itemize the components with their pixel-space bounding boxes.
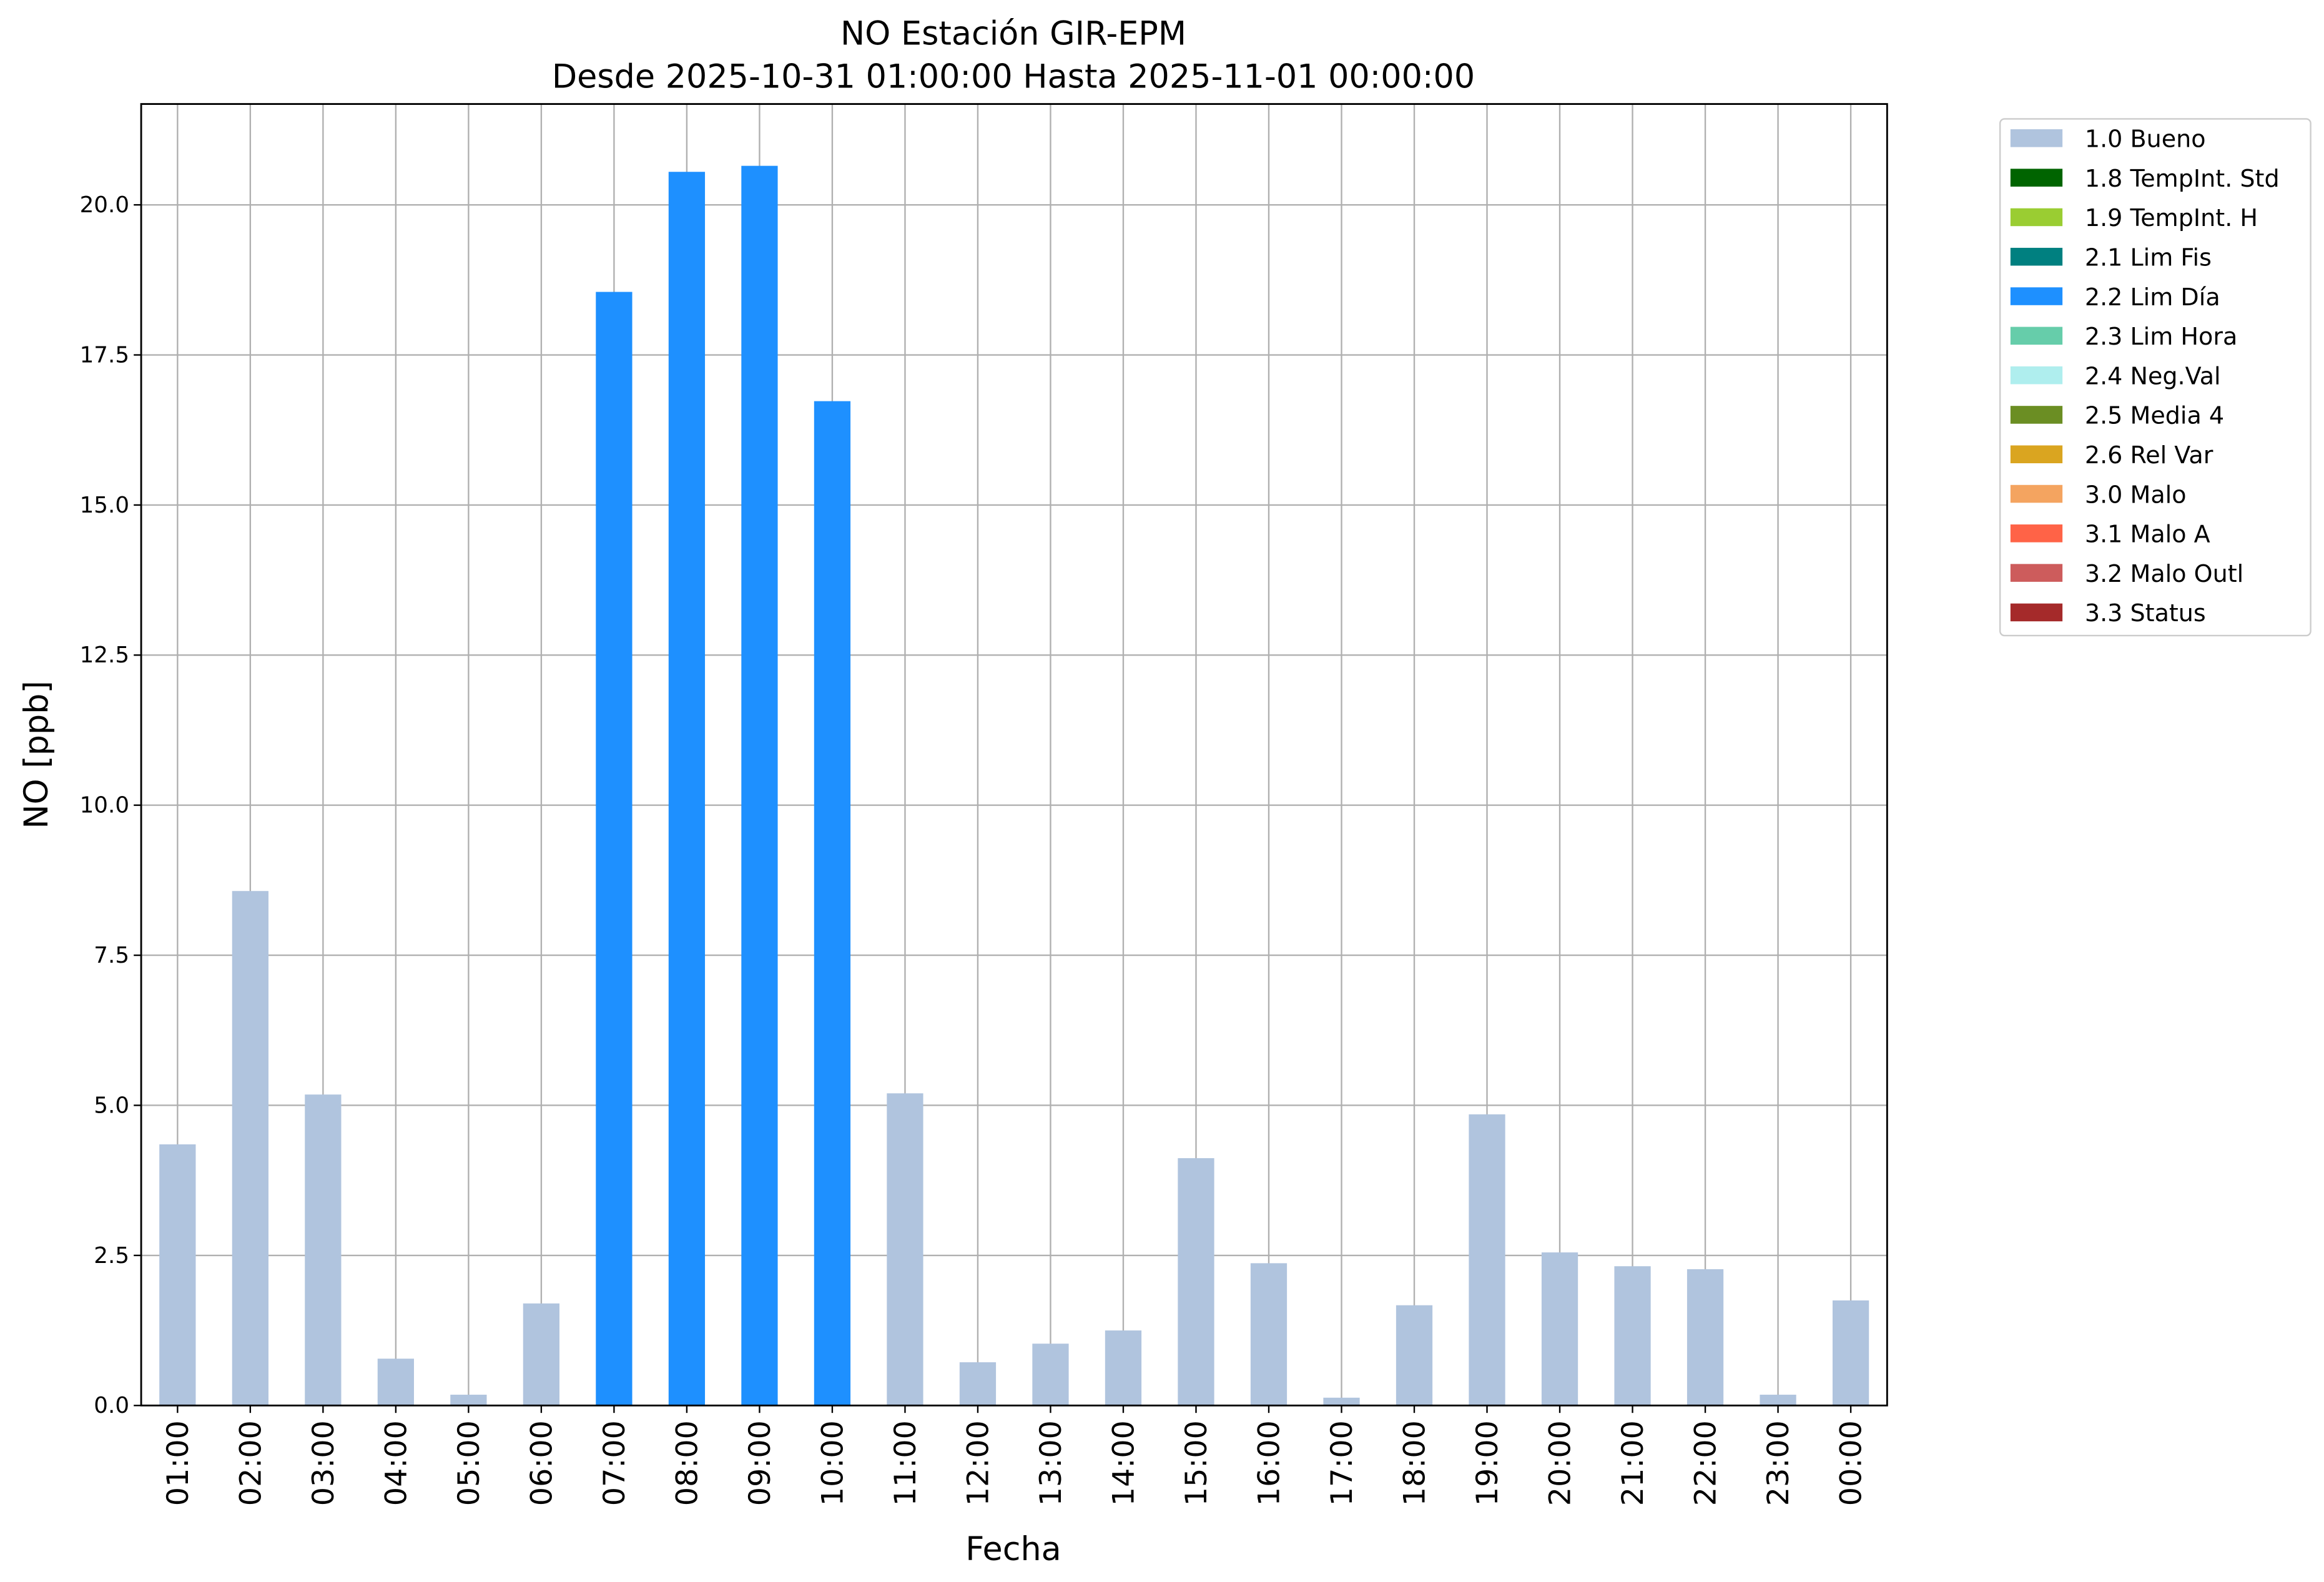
x-tick-label: 16:00	[1253, 1420, 1287, 1506]
x-tick-label: 07:00	[598, 1420, 632, 1506]
x-tick-label: 09:00	[743, 1420, 777, 1506]
chart-subtitle: Desde 2025-10-31 01:00:00 Hasta 2025-11-…	[552, 57, 1475, 96]
x-tick-label: 22:00	[1689, 1420, 1723, 1506]
x-tick-label: 00:00	[1834, 1420, 1869, 1506]
legend-label: 3.1 Malo A	[2085, 521, 2210, 548]
legend-box	[1999, 118, 2312, 637]
bar	[159, 1144, 196, 1406]
y-tick-label: 15.0	[80, 493, 129, 518]
x-tick-label: 23:00	[1761, 1420, 1796, 1506]
y-tick-label: 10.0	[80, 793, 129, 818]
bar	[1614, 1266, 1651, 1406]
bar	[1686, 1269, 1724, 1406]
x-tick-label: 14:00	[1107, 1420, 1141, 1506]
bar	[1832, 1300, 1869, 1406]
legend-label: 2.1 Lim Fis	[2085, 244, 2212, 272]
legend-swatch	[2010, 129, 2063, 147]
x-tick-label: 13:00	[1034, 1420, 1068, 1506]
bar	[596, 292, 633, 1406]
legend-label: 1.9 TempInt. H	[2085, 204, 2258, 232]
x-tick-label: 05:00	[452, 1420, 486, 1506]
x-tick-label: 21:00	[1616, 1420, 1650, 1506]
legend-swatch	[2010, 287, 2063, 305]
y-tick-label: 17.5	[80, 342, 129, 368]
legend-label: 2.6 Rel Var	[2085, 441, 2213, 469]
bar	[741, 165, 778, 1406]
legend-label: 2.4 Neg.Val	[2085, 362, 2221, 390]
bar	[377, 1358, 414, 1406]
x-tick-label: 04:00	[380, 1420, 414, 1506]
bar	[232, 891, 268, 1406]
x-tick-label: 01:00	[161, 1420, 195, 1506]
y-tick-label: 0.0	[94, 1393, 129, 1418]
x-tick-label: 19:00	[1470, 1420, 1505, 1506]
legend-label: 2.2 Lim Día	[2085, 283, 2220, 311]
x-tick-label: 20:00	[1544, 1420, 1578, 1506]
x-tick-label: 11:00	[889, 1420, 923, 1506]
x-axis-label: Fecha	[965, 1530, 1061, 1568]
bar	[523, 1303, 560, 1406]
legend-swatch	[2010, 603, 2063, 622]
legend-swatch	[2010, 169, 2063, 187]
x-tick-label: 03:00	[307, 1420, 341, 1506]
bar	[1178, 1158, 1214, 1406]
bar	[1323, 1397, 1360, 1406]
x-tick-label: 10:00	[816, 1420, 850, 1506]
bar	[450, 1394, 487, 1406]
x-tick-label: 02:00	[234, 1420, 268, 1506]
bar	[305, 1094, 342, 1406]
x-tick-label: 15:00	[1179, 1420, 1214, 1506]
legend-label: 1.8 TempInt. Std	[2085, 165, 2280, 192]
x-tick-label: 06:00	[525, 1420, 559, 1506]
bar	[668, 172, 706, 1406]
x-tick-label: 17:00	[1325, 1420, 1359, 1506]
bar	[1105, 1330, 1142, 1406]
y-tick-label: 7.5	[94, 943, 129, 968]
legend-label: 3.2 Malo Outl	[2085, 560, 2243, 587]
legend-swatch	[2010, 327, 2063, 345]
y-tick-label: 12.5	[80, 642, 129, 668]
bar	[1541, 1252, 1578, 1406]
legend-swatch	[2010, 445, 2063, 464]
legend-swatch	[2010, 208, 2063, 227]
legend-label: 3.3 Status	[2085, 599, 2206, 627]
legend-label: 2.5 Media 4	[2085, 402, 2224, 430]
bar	[887, 1093, 923, 1406]
bar	[959, 1362, 997, 1406]
x-tick-label: 12:00	[962, 1420, 996, 1506]
legend-swatch	[2010, 366, 2063, 385]
bar	[1396, 1305, 1433, 1406]
legend-label: 3.0 Malo	[2085, 481, 2187, 508]
bar	[1250, 1263, 1288, 1406]
chart-title: NO Estación GIR-EPM	[840, 14, 1186, 52]
legend-label: 1.0 Bueno	[2085, 125, 2206, 153]
bar	[1760, 1394, 1796, 1406]
bar	[1032, 1344, 1069, 1406]
y-tick-label: 5.0	[94, 1093, 129, 1118]
bar	[814, 401, 851, 1406]
legend-swatch	[2010, 406, 2063, 424]
legend-swatch	[2010, 524, 2063, 543]
legend-swatch	[2010, 564, 2063, 582]
legend-swatch	[2010, 484, 2063, 503]
legend-swatch	[2010, 247, 2063, 266]
x-tick-label: 18:00	[1398, 1420, 1432, 1506]
legend-label: 2.3 Lim Hora	[2085, 323, 2237, 350]
y-tick-label: 2.5	[94, 1243, 129, 1269]
y-axis-label: NO [ppb]	[17, 680, 56, 829]
bar	[1469, 1114, 1505, 1406]
x-tick-label: 08:00	[671, 1420, 705, 1506]
y-tick-label: 20.0	[80, 192, 129, 218]
plot-frame	[140, 103, 1888, 1407]
